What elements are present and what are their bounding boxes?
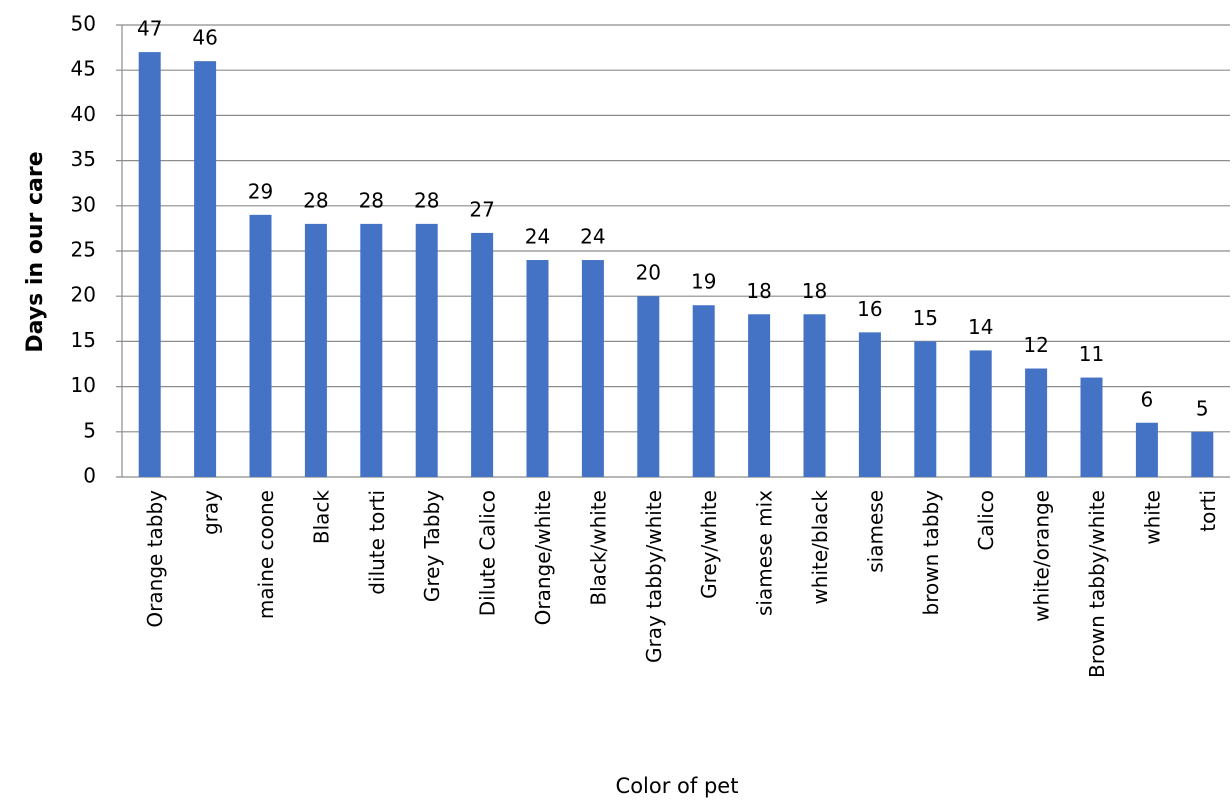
y-tick-label: 45 <box>71 57 96 81</box>
bar <box>858 332 881 477</box>
data-label: 19 <box>691 270 716 294</box>
y-axis-label: Days in our care <box>23 151 48 352</box>
y-tick-label: 20 <box>71 283 96 307</box>
y-tick-label: 25 <box>71 238 96 262</box>
y-tick-label: 5 <box>83 418 96 442</box>
data-label: 28 <box>414 188 439 212</box>
bar <box>581 260 604 477</box>
data-label: 24 <box>525 225 550 249</box>
bar <box>969 350 992 477</box>
bar <box>194 61 217 477</box>
data-label: 47 <box>137 17 162 41</box>
data-label: 24 <box>580 225 605 249</box>
data-label: 12 <box>1023 333 1048 357</box>
x-tick-label: Gray tabby/white <box>642 490 666 663</box>
x-tick-label: white/black <box>808 490 832 605</box>
data-label: 11 <box>1079 342 1104 366</box>
x-axis-label: Color of pet <box>616 774 739 798</box>
data-label: 28 <box>303 188 328 212</box>
y-tick-label: 0 <box>83 464 96 488</box>
x-tick-label: Orange tabby <box>143 490 167 628</box>
data-label: 5 <box>1196 396 1209 420</box>
x-tick-label: maine coone <box>254 490 278 619</box>
x-tick-label: brown tabby <box>919 490 943 616</box>
bar <box>249 214 272 477</box>
x-tick-label: dilute torti <box>365 490 389 595</box>
x-tick-label: Brown tabby/white <box>1085 490 1109 678</box>
x-tick-label: Orange/white <box>531 490 555 625</box>
bar <box>637 296 660 477</box>
x-tick-label: siamese <box>863 490 887 573</box>
x-tick-label: Dilute Calico <box>476 490 500 616</box>
bar <box>803 314 826 477</box>
x-tick-label: gray <box>199 490 223 535</box>
x-tick-label: torti <box>1196 490 1220 532</box>
bar <box>1080 377 1103 477</box>
bar <box>526 260 549 477</box>
y-tick-label: 30 <box>71 192 96 216</box>
y-tick-label: 35 <box>71 147 96 171</box>
data-label: 27 <box>469 197 494 221</box>
x-tick-label: Grey/white <box>697 490 721 599</box>
x-tick-label: white <box>1140 490 1164 545</box>
x-tick-label: Calico <box>974 490 998 551</box>
x-tick-label: white/orange <box>1030 490 1054 622</box>
bar <box>304 223 327 477</box>
y-tick-label: 15 <box>71 328 96 352</box>
data-label: 14 <box>968 315 993 339</box>
x-tick-label: Black <box>309 490 333 545</box>
bar <box>1135 422 1158 477</box>
bar <box>471 232 494 477</box>
bar <box>360 223 383 477</box>
data-label: 29 <box>248 179 273 203</box>
bar <box>415 223 438 477</box>
y-tick-label: 40 <box>71 102 96 126</box>
bar <box>748 314 771 477</box>
bar <box>692 305 715 477</box>
data-label: 20 <box>636 261 661 285</box>
data-label: 16 <box>857 297 882 321</box>
data-label: 46 <box>192 26 217 50</box>
bar <box>1191 431 1214 477</box>
bar <box>914 341 937 477</box>
data-label: 18 <box>802 279 827 303</box>
x-tick-label: Black/white <box>586 490 610 606</box>
data-label: 6 <box>1141 387 1154 411</box>
bar <box>138 52 161 478</box>
y-tick-label: 10 <box>71 373 96 397</box>
data-label: 28 <box>359 188 384 212</box>
data-label: 15 <box>913 306 938 330</box>
x-tick-label: siamese mix <box>753 490 777 616</box>
data-label: 18 <box>746 279 771 303</box>
bar <box>1025 368 1048 477</box>
y-tick-label: 50 <box>71 12 96 36</box>
x-tick-label: Grey Tabby <box>420 490 444 602</box>
